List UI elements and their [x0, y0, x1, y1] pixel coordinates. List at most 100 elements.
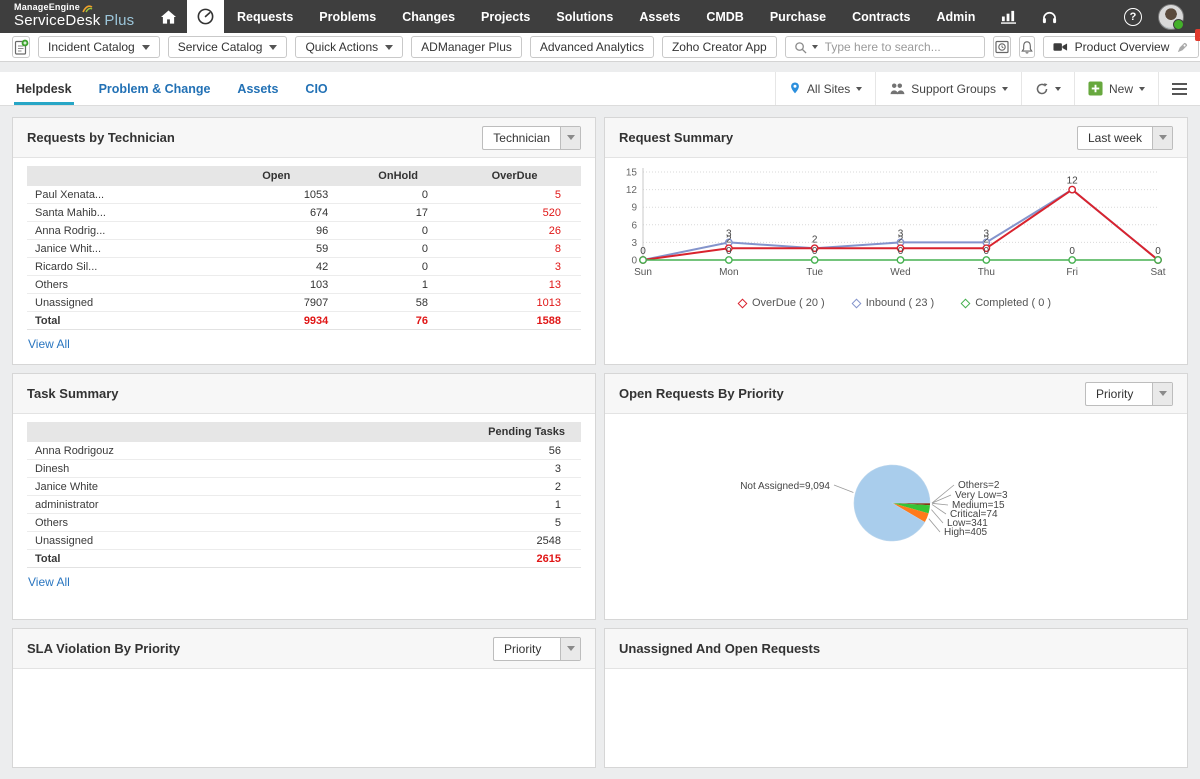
table-row[interactable]: Janice White 2 — [27, 477, 581, 496]
nav-item-cmdb[interactable]: CMDB — [706, 9, 744, 24]
widget-requests-by-technician: Requests by Technician Technician Open On… — [12, 117, 596, 365]
column-header-name — [27, 422, 360, 442]
svg-text:0: 0 — [812, 246, 818, 257]
legend-item-inbound[interactable]: Inbound ( 23 ) — [851, 297, 934, 309]
nav-item-changes[interactable]: Changes — [402, 9, 456, 24]
advanced-analytics-button[interactable]: Advanced Analytics — [529, 36, 654, 58]
quick-actions-dropdown[interactable]: Quick Actions — [295, 36, 404, 58]
view-all-link[interactable]: View All — [28, 337, 70, 351]
legend-marker-icon — [851, 298, 862, 308]
tab-cio[interactable]: CIO — [305, 81, 328, 96]
home-tab[interactable] — [150, 0, 187, 33]
plus-wordmark: Plus — [104, 12, 135, 30]
table-row[interactable]: Paul Xenata... 1053 0 5 — [27, 186, 581, 204]
task-summary-table: Pending Tasks Anna Rodrigouz 56 Dinesh 3 Jan… — [27, 422, 581, 568]
zoho-creator-app-button[interactable]: Zoho Creator App — [661, 36, 777, 58]
svg-text:2: 2 — [726, 234, 732, 245]
table-row[interactable]: Dinesh 3 — [27, 459, 581, 478]
table-row[interactable]: Others 103 1 13 — [27, 275, 581, 294]
rocket-icon — [1178, 42, 1188, 52]
nav-item-purchase[interactable]: Purchase — [769, 9, 827, 24]
cell-pending-tasks: 2 — [359, 477, 581, 496]
svg-text:3: 3 — [984, 228, 990, 239]
cell-overdue: 1013 — [448, 293, 581, 312]
widget-body: 0 3 6 9 12 15 0 2 3 0 2 0 2 3 0 2 3 0 12 0 0 Sun Mon Tue Wed Thu F… — [605, 158, 1187, 364]
cell-owner: Janice White — [27, 477, 360, 496]
priority-filter-select[interactable]: Priority — [493, 636, 581, 661]
announcements-button[interactable] — [1018, 36, 1035, 58]
chart-legend: OverDue ( 20 ) Inbound ( 23 ) Completed ( … — [607, 297, 1183, 309]
svg-text:3: 3 — [631, 238, 637, 249]
refresh-dropdown[interactable] — [1020, 72, 1074, 105]
technician-filter-select[interactable]: Technician — [482, 125, 581, 150]
widget-open-requests-by-priority: Open Requests By Priority Priority Other… — [604, 373, 1188, 620]
user-avatar[interactable] — [1158, 3, 1184, 30]
table-row[interactable]: Ricardo Sil... 42 0 3 — [27, 257, 581, 276]
tab-helpdesk[interactable]: Helpdesk — [14, 72, 74, 105]
new-dropdown[interactable]: New — [1073, 72, 1158, 105]
manageengine-swoosh-icon — [82, 5, 93, 13]
tab-assets[interactable]: Assets — [237, 81, 279, 96]
table-row[interactable]: Anna Rodrig... 96 0 26 — [27, 221, 581, 240]
incident-catalog-dropdown[interactable]: Incident Catalog — [38, 36, 160, 58]
table-row[interactable]: Unassigned 2548 — [27, 531, 581, 550]
widget-header: Task Summary — [13, 374, 595, 414]
legend-item-completed[interactable]: Completed ( 0 ) — [960, 297, 1051, 309]
nav-item-solutions[interactable]: Solutions — [556, 9, 614, 24]
recent-items-button[interactable] — [992, 36, 1011, 58]
filter-value: Priority — [1096, 386, 1134, 401]
table-row[interactable]: Santa Mahib... 674 17 520 — [27, 203, 581, 222]
location-pin-icon — [791, 82, 799, 94]
topnav-menu: Requests Problems Changes Projects Solutions… — [224, 0, 988, 33]
search-scope-caret-icon[interactable] — [811, 45, 818, 49]
cell-technician: Unassigned — [27, 293, 205, 312]
pie-label-others: Others=2 — [958, 480, 1000, 491]
menu-button[interactable] — [1158, 72, 1200, 105]
cell-overdue: 3 — [448, 257, 581, 276]
svg-text:Tue: Tue — [806, 267, 823, 278]
nav-item-contracts[interactable]: Contracts — [852, 9, 911, 24]
service-catalog-dropdown[interactable]: Service Catalog — [167, 36, 288, 58]
table-row[interactable]: Janice Whit... 59 0 8 — [27, 239, 581, 258]
all-sites-dropdown[interactable]: All Sites — [774, 72, 875, 105]
table-row[interactable]: Unassigned 7907 58 1013 — [27, 293, 581, 312]
new-request-button[interactable] — [12, 36, 30, 58]
table-row[interactable]: administrator 1 — [27, 495, 581, 514]
legend-item-overdue[interactable]: OverDue ( 20 ) — [737, 297, 825, 309]
global-search[interactable] — [784, 36, 985, 58]
chevron-down-icon — [1139, 86, 1145, 91]
cell-onhold: 0 — [348, 239, 449, 258]
tab-problem-change[interactable]: Problem & Change — [98, 81, 211, 96]
period-filter-select[interactable]: Last week — [1076, 125, 1173, 150]
priority-filter-select[interactable]: Priority — [1085, 381, 1173, 406]
view-all-link[interactable]: View All — [28, 575, 70, 589]
nav-item-assets[interactable]: Assets — [639, 9, 681, 24]
new-label: New — [1108, 81, 1133, 96]
nav-item-projects[interactable]: Projects — [481, 9, 531, 24]
cell-open: 7907 — [204, 293, 349, 312]
nav-item-requests[interactable]: Requests — [237, 9, 294, 24]
svg-text:6: 6 — [631, 220, 637, 231]
cell-open: 103 — [204, 275, 349, 294]
nav-item-admin[interactable]: Admin — [936, 9, 976, 24]
cell-owner: Anna Rodrigouz — [27, 442, 360, 460]
filter-value: Technician — [493, 130, 550, 145]
group-icon — [890, 83, 905, 95]
product-overview-button[interactable]: Product Overview — [1042, 36, 1200, 58]
search-input[interactable] — [822, 39, 976, 55]
table-row[interactable]: Others 5 — [27, 513, 581, 532]
table-row[interactable]: Anna Rodrigouz 56 — [27, 442, 581, 460]
admanager-plus-button[interactable]: ADManager Plus — [411, 36, 522, 58]
chevron-down-icon — [1054, 86, 1061, 91]
dashboard-tabs: Helpdesk Problem & Change Assets CIO — [14, 72, 355, 105]
support-groups-dropdown[interactable]: Support Groups — [875, 72, 1021, 105]
legend-marker-icon — [737, 298, 748, 308]
brand-logo[interactable]: ManageEngine ServiceDesk Plus — [0, 0, 150, 33]
cell-open: 1053 — [204, 186, 349, 204]
dashboard-tab[interactable] — [187, 0, 224, 33]
nav-item-problems[interactable]: Problems — [319, 9, 377, 24]
help-button[interactable]: ? — [1124, 7, 1142, 26]
support-button[interactable] — [1029, 0, 1070, 33]
reports-button[interactable] — [988, 0, 1029, 33]
